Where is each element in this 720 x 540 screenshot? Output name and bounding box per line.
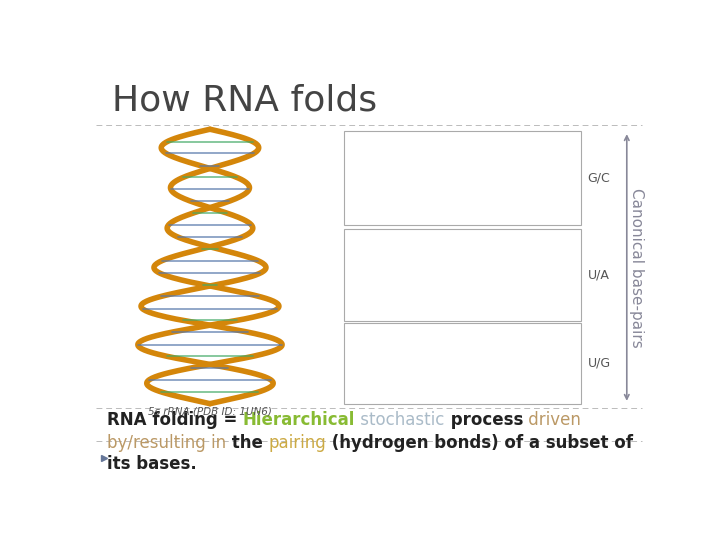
FancyBboxPatch shape (344, 229, 581, 321)
Text: Canonical base-pairs: Canonical base-pairs (629, 187, 644, 347)
Text: its bases.: its bases. (107, 455, 197, 473)
Text: by/resulting in: by/resulting in (107, 434, 226, 451)
Text: 5s rRNA (PDB ID: 1UN6): 5s rRNA (PDB ID: 1UN6) (148, 407, 272, 416)
Text: process: process (445, 411, 523, 429)
Text: U/A: U/A (588, 268, 610, 281)
Text: stochastic: stochastic (355, 411, 445, 429)
Text: How RNA folds: How RNA folds (112, 84, 377, 118)
Text: the: the (226, 434, 269, 451)
FancyBboxPatch shape (344, 131, 581, 225)
Text: RNA folding =: RNA folding = (107, 411, 243, 429)
Text: pairing: pairing (269, 434, 326, 451)
Text: Hierarchical: Hierarchical (243, 411, 355, 429)
Text: driven: driven (523, 411, 581, 429)
Text: U/G: U/G (588, 356, 611, 370)
Text: G/C: G/C (588, 172, 611, 185)
Text: (hydrogen bonds) of a subset of: (hydrogen bonds) of a subset of (326, 434, 634, 451)
FancyBboxPatch shape (344, 322, 581, 404)
